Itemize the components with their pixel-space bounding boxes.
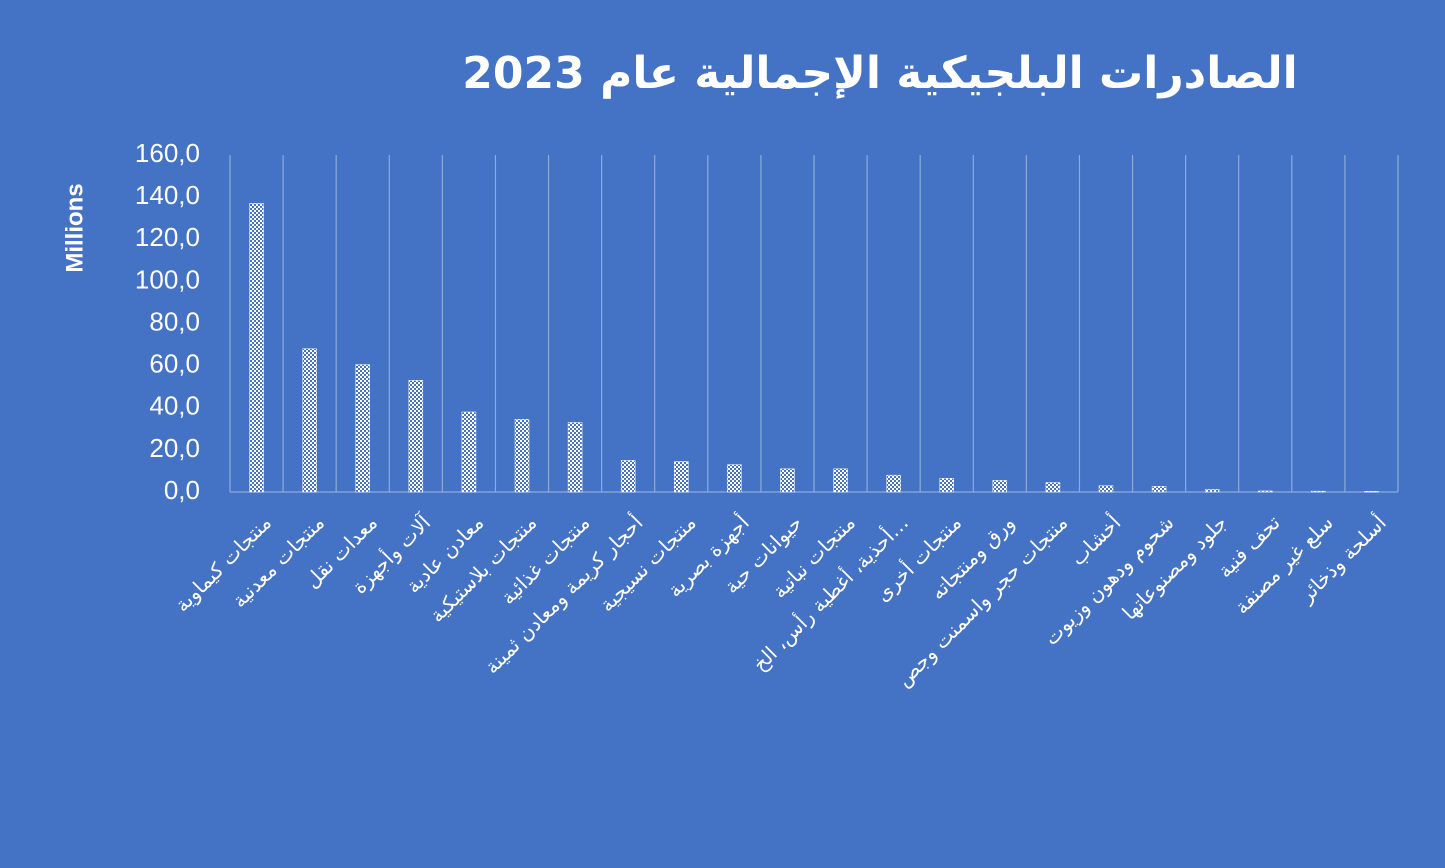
bar bbox=[461, 411, 477, 493]
bar bbox=[249, 203, 264, 493]
y-tick-label: 80,0 bbox=[149, 306, 200, 336]
bar bbox=[1045, 482, 1061, 493]
bar bbox=[1098, 485, 1114, 493]
bar bbox=[1151, 486, 1167, 493]
y-axis-label: Millions bbox=[61, 183, 88, 272]
y-tick-label: 0,0 bbox=[164, 475, 200, 505]
y-tick-label: 20,0 bbox=[149, 433, 200, 463]
y-tick-label: 120,0 bbox=[135, 222, 200, 252]
bar bbox=[1258, 490, 1273, 493]
y-tick-label: 100,0 bbox=[135, 264, 200, 294]
bar bbox=[833, 468, 848, 493]
bar bbox=[727, 464, 742, 493]
chart-title: الصادرات البلجيكية الإجمالية عام 2023 bbox=[462, 48, 1297, 99]
bar bbox=[408, 380, 424, 493]
bar bbox=[355, 364, 370, 493]
bar bbox=[992, 480, 1008, 493]
bar bbox=[780, 468, 795, 493]
bar bbox=[567, 422, 583, 493]
bar bbox=[302, 348, 317, 493]
bar bbox=[674, 461, 689, 493]
y-tick-label: 60,0 bbox=[149, 349, 200, 379]
bar bbox=[1364, 491, 1379, 493]
bar bbox=[939, 478, 954, 493]
y-tick-label: 160,0 bbox=[135, 138, 200, 168]
y-tick-label: 40,0 bbox=[149, 391, 200, 421]
y-tick-label: 140,0 bbox=[135, 180, 200, 210]
bar bbox=[886, 474, 901, 493]
bar bbox=[1204, 489, 1220, 493]
bar bbox=[620, 460, 636, 493]
bar bbox=[514, 419, 530, 493]
bar bbox=[1311, 490, 1326, 493]
